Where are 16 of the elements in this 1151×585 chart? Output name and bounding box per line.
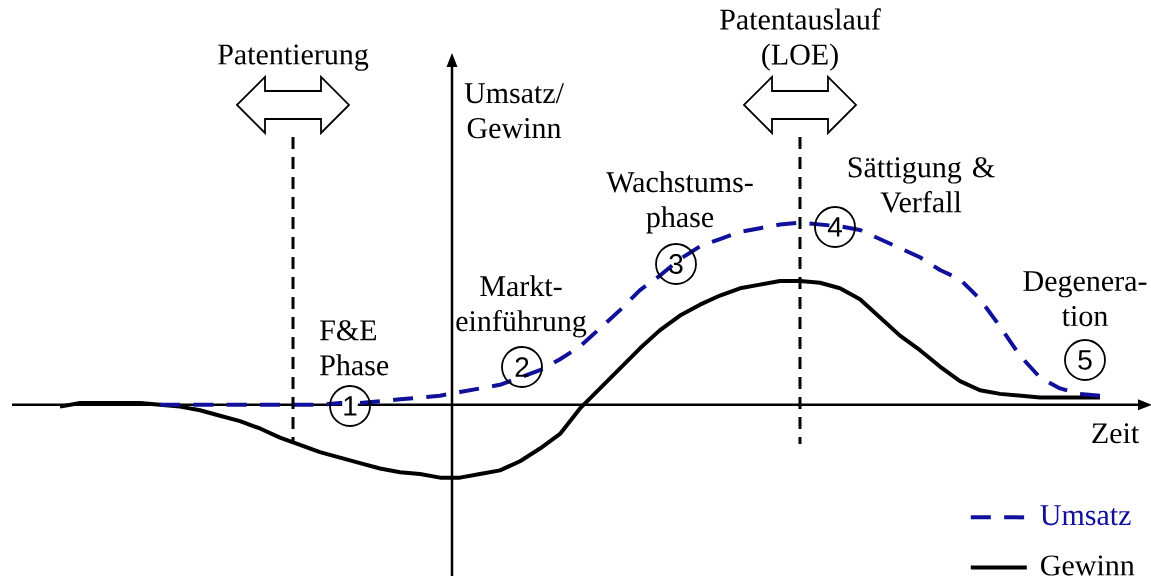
legend-label: Gewinn xyxy=(1041,555,1135,576)
annotation: 5 xyxy=(1078,350,1092,370)
annotation: 4 xyxy=(827,217,842,237)
x-axis-title: Zeit xyxy=(1092,423,1140,444)
y-axis-title: Umsatz/ Gewinn xyxy=(464,83,564,139)
annotation: 1 xyxy=(344,396,357,416)
text: Sättigung & Verfall xyxy=(848,157,995,213)
text: Patentierung xyxy=(218,44,369,71)
annotation: 3 xyxy=(669,254,683,274)
annotation: F&E Phase xyxy=(320,320,389,376)
annotation: Markt-einführung xyxy=(456,275,587,338)
annotation: Degenera-tion xyxy=(1023,271,1147,327)
annotation: 2 xyxy=(515,357,529,377)
legend-label: Umsatz xyxy=(1040,505,1131,526)
text: Patentauslauf (LOE) xyxy=(720,8,881,71)
annotation: Wachstums-phase xyxy=(606,171,753,234)
